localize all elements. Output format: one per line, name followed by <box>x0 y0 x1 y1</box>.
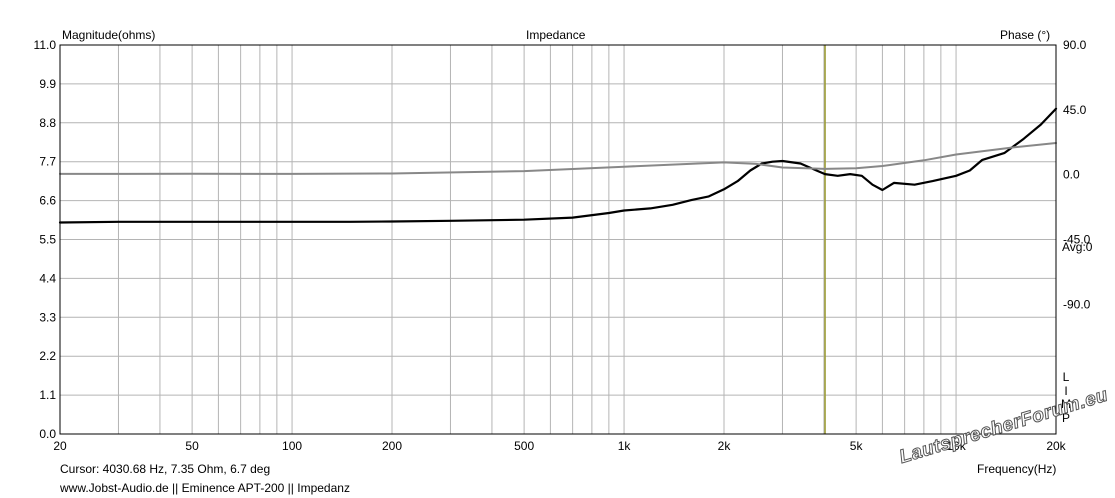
magnitude-curve <box>58 107 1058 224</box>
magnitude-axis-label: Magnitude(ohms) <box>62 28 156 42</box>
y-tick-label: 11.0 <box>34 38 57 52</box>
y2-tick-label: -90.0 <box>1063 297 1091 311</box>
limp-letter: I <box>1064 383 1068 398</box>
x-tick-label: 500 <box>514 439 534 453</box>
y-tick-label: 6.6 <box>39 194 56 208</box>
source-info: www.Jobst-Audio.de || Eminence APT-200 |… <box>60 481 350 495</box>
phase-curve <box>59 142 1057 175</box>
y-tick-label: 0.0 <box>39 427 56 441</box>
x-tick-label: 10k <box>946 439 966 453</box>
x-tick-label: 20 <box>53 439 67 453</box>
limp-letter: M <box>1061 397 1071 411</box>
x-tick-label: 200 <box>382 439 402 453</box>
x-tick-label: 2k <box>718 439 732 453</box>
y-tick-label: 7.7 <box>39 155 56 169</box>
x-tick-label: 1k <box>618 439 632 453</box>
y-tick-label: 9.9 <box>39 77 56 91</box>
frequency-axis-label: Frequency(Hz) <box>977 462 1057 476</box>
x-tick-label: 5k <box>850 439 864 453</box>
y-tick-label: 2.2 <box>39 349 56 363</box>
limp-letter: L <box>1062 370 1070 384</box>
chart-title: Impedance <box>526 28 586 42</box>
x-tick-label: 20k <box>1046 439 1066 453</box>
y-tick-label: 5.5 <box>39 233 56 247</box>
limp-letter: P <box>1061 410 1070 425</box>
x-tick-label: 50 <box>185 439 199 453</box>
y2-tick-label: 90.0 <box>1063 38 1087 52</box>
y2-tick-label: -45.0 <box>1063 233 1091 247</box>
y2-tick-label: 45.0 <box>1063 103 1087 117</box>
limp-logo: L I M P <box>1061 370 1071 425</box>
plot-frame <box>59 44 1057 435</box>
series-group <box>58 107 1058 224</box>
y-tick-label: 4.4 <box>39 271 56 285</box>
y-tick-label: 8.8 <box>39 116 56 130</box>
phase-axis-label: Phase (°) <box>1000 28 1051 42</box>
y-tick-label: 3.3 <box>39 310 56 324</box>
x-tick-label: 100 <box>282 439 302 453</box>
tick-labels: 0.0 1.1 2.2 3.3 4.4 5.5 6.6 7.7 8.8 9.9 11.0 90.0 45… <box>34 38 1091 453</box>
y-tick-label: 1.1 <box>39 388 56 402</box>
grid <box>59 44 1057 435</box>
y2-tick-label: 0.0 <box>1063 168 1080 182</box>
avg-label: Avg:0 <box>1062 240 1093 254</box>
cursor-readout: Cursor: 4030.68 Hz, 7.35 Ohm, 6.7 deg <box>60 462 271 476</box>
